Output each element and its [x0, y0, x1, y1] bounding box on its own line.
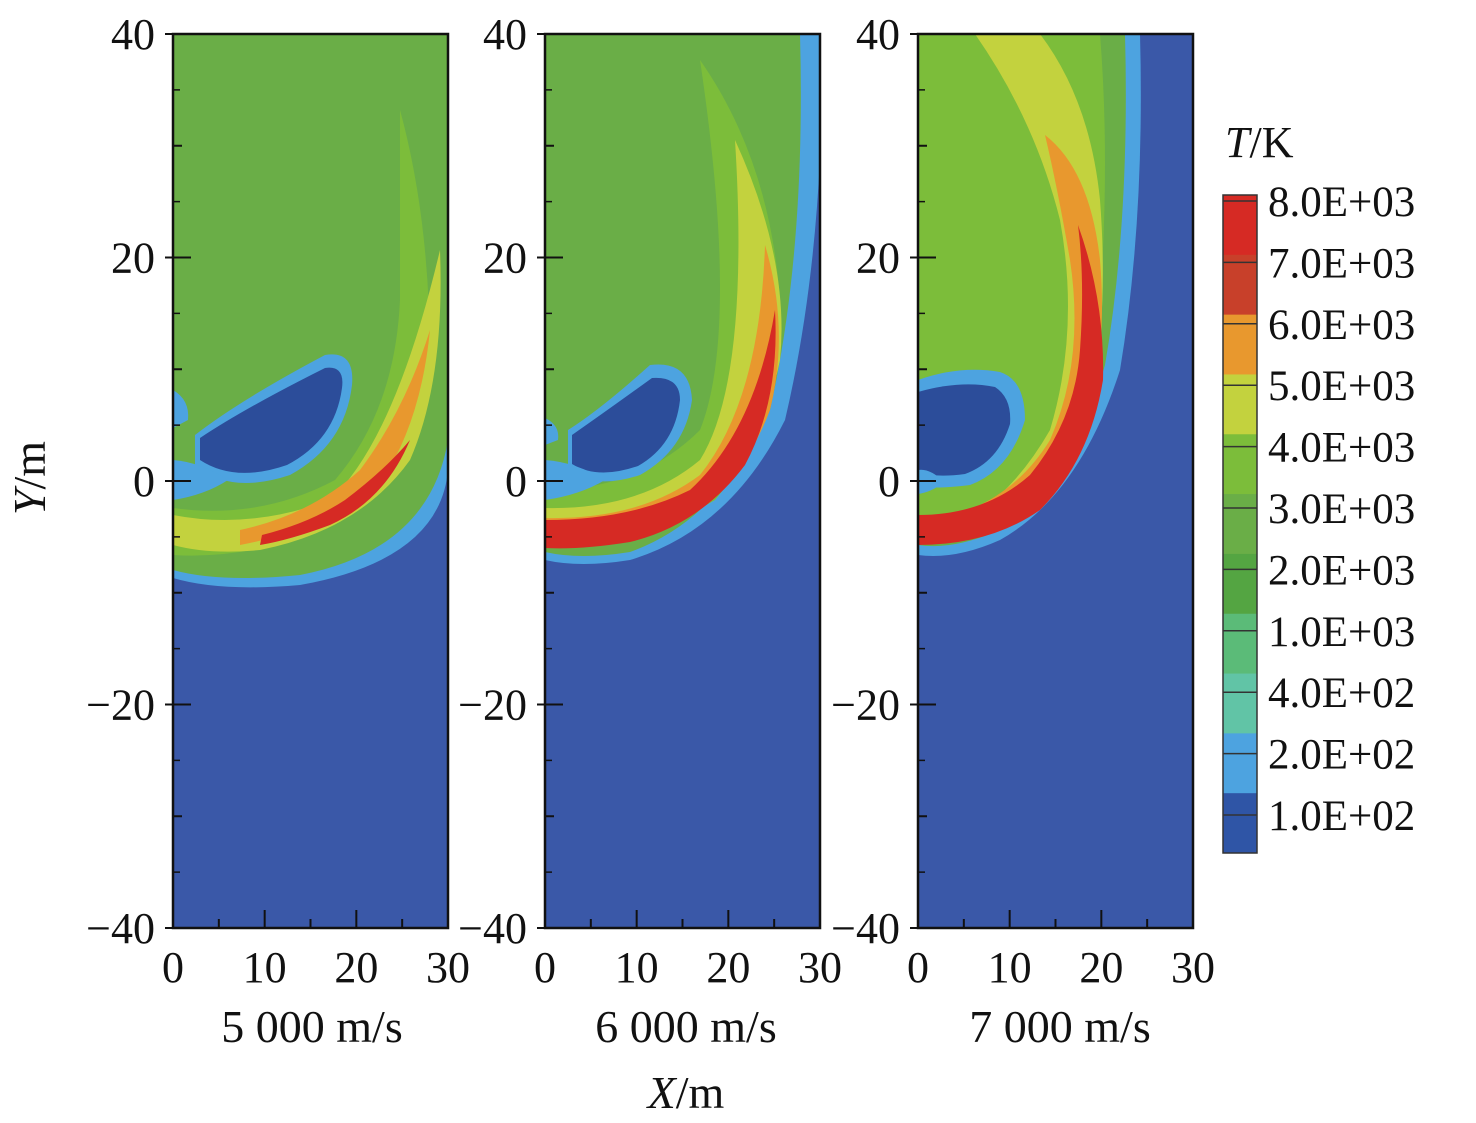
colorbar-level-label: 4.0E+03: [1268, 425, 1415, 472]
y-tick-label: 20: [111, 234, 155, 283]
colorbar-level-label: 2.0E+02: [1268, 732, 1415, 779]
x-tick-label: 20: [334, 943, 378, 992]
x-tick-label: 10: [988, 943, 1032, 992]
contour-field-7000: [918, 34, 1193, 928]
colorbar-level-label: 7.0E+03: [1268, 240, 1415, 287]
x-axis-title: X/m: [646, 1067, 725, 1118]
x-tick-label: 20: [706, 943, 750, 992]
x-tick-label: 30: [1171, 943, 1215, 992]
colorbar-level-label: 5.0E+03: [1268, 363, 1415, 410]
y-tick-label: −20: [86, 681, 155, 730]
x-tick-label: 0: [907, 943, 929, 992]
colorbar-level-label: 6.0E+03: [1268, 302, 1415, 349]
y-tick-label: 20: [483, 234, 527, 283]
y-tick-label: 0: [505, 457, 527, 506]
colorbar-swatch: [1223, 374, 1257, 435]
y-tick-label: −40: [831, 904, 900, 953]
colorbar-swatches: [1223, 195, 1257, 854]
contour-field-5000: [173, 34, 448, 928]
colorbar-swatch: [1223, 314, 1257, 375]
colorbar-swatch: [1223, 434, 1257, 495]
y-tick-label: 20: [856, 234, 900, 283]
colorbar-swatch: [1223, 494, 1257, 555]
colorbar-labels: 8.0E+03 7.0E+03 6.0E+03 5.0E+03 4.0E+03 3.0E+…: [1223, 179, 1415, 840]
y-tick-label: 0: [878, 457, 900, 506]
x-tick-label: 10: [243, 943, 287, 992]
colorbar-title: T/K: [1225, 118, 1294, 167]
colorbar-swatch: [1223, 553, 1257, 615]
colorbar-level-label: 1.0E+03: [1268, 609, 1415, 656]
x-tick-label: 20: [1079, 943, 1123, 992]
y-tick-label: −40: [86, 904, 155, 953]
y-tick-label: 40: [483, 10, 527, 59]
colorbar-level-label: 8.0E+03: [1268, 179, 1415, 226]
x-tick-label: 30: [426, 943, 470, 992]
y-tick-label: 40: [111, 10, 155, 59]
x-tick-label: 0: [162, 943, 184, 992]
panel-6000: [543, 32, 822, 930]
x-tick-label: 10: [615, 943, 659, 992]
colorbar-level-label: 4.0E+02: [1268, 670, 1415, 717]
y-axis-title: Y/m: [4, 441, 55, 515]
colorbar-level-label: 3.0E+03: [1268, 486, 1415, 533]
y-tick-label: −20: [458, 681, 527, 730]
colorbar-level-label: 2.0E+03: [1268, 547, 1415, 594]
colorbar: T/K 8.0E+03 7.0E+03 6.0E+03 5.0E+03 4.0E+03 3…: [1222, 118, 1415, 854]
y-tick-label: 0: [133, 457, 155, 506]
panel-5000: [171, 32, 450, 930]
colorbar-swatch: [1223, 733, 1257, 794]
panel-label-6000: 6 000 m/s: [595, 1001, 776, 1052]
colorbar-swatch: [1223, 195, 1257, 256]
panel-7000: [916, 32, 1195, 930]
colorbar-swatch: [1223, 613, 1257, 675]
x-tick-label: 30: [798, 943, 842, 992]
x-tick-label: 0: [534, 943, 556, 992]
y-tick-label: −40: [458, 904, 527, 953]
colorbar-swatch: [1223, 673, 1257, 734]
colorbar-swatch: [1223, 254, 1257, 316]
axis-ticks: [165, 33, 1194, 929]
colorbar-level-label: 1.0E+02: [1268, 793, 1415, 840]
colorbar-swatch: [1223, 793, 1257, 854]
panel-label-5000: 5 000 m/s: [221, 1001, 402, 1052]
colorbar-frame: [1222, 194, 1258, 854]
y-tick-label: 40: [856, 10, 900, 59]
panel-label-7000: 7 000 m/s: [969, 1001, 1150, 1052]
y-tick-label: −20: [831, 681, 900, 730]
contour-field-6000: [545, 34, 820, 928]
